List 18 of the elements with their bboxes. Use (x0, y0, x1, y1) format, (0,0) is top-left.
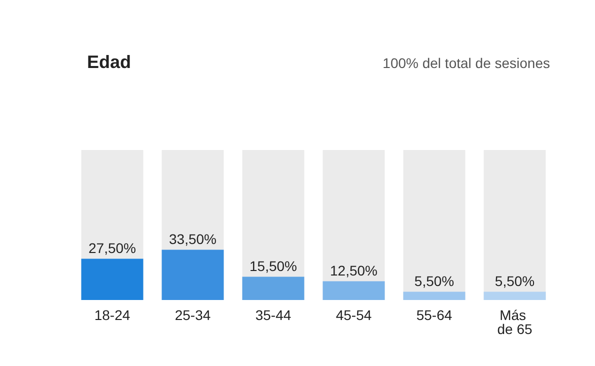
chart-subtitle: 100% del total de sesiones (382, 55, 550, 71)
x-tick-label: 45-54 (336, 307, 372, 323)
data-label: 27,50% (88, 240, 136, 256)
bar (322, 281, 385, 300)
bar (484, 292, 546, 300)
x-tick-label: 18-24 (94, 307, 130, 323)
bar (242, 276, 304, 300)
x-tick-label: 35-44 (255, 307, 292, 323)
data-label: 5,50% (494, 272, 535, 289)
data-label: 12,50% (330, 262, 378, 278)
data-label: 33,50% (169, 230, 216, 247)
x-tick-label: 25-34 (174, 307, 211, 323)
data-label: 5,50% (414, 272, 454, 289)
bar (403, 292, 466, 300)
x-tick-label: Más de 65 (497, 307, 532, 337)
x-tick-label: 55-64 (416, 307, 452, 323)
data-label: 15,50% (250, 258, 297, 274)
chart-title: Edad (87, 52, 132, 72)
